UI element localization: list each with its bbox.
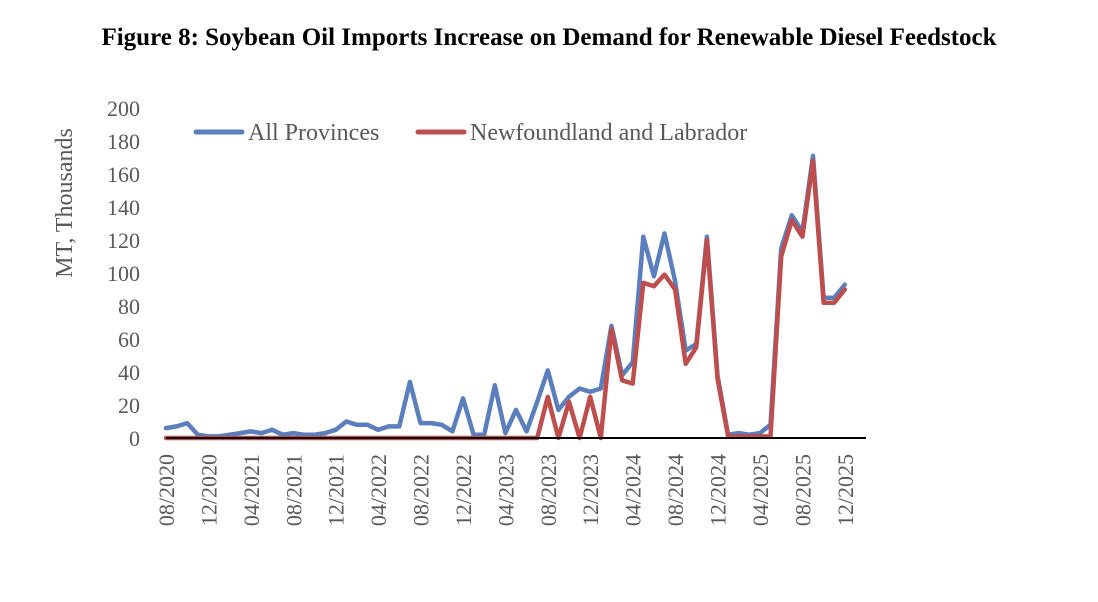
- legend-label-2: Newfoundland and Labrador: [470, 120, 747, 146]
- y-tick-label: 20: [118, 393, 140, 418]
- x-tick-label: 08/2025: [790, 454, 815, 526]
- x-tick-label: 04/2025: [748, 454, 773, 526]
- x-axis-ticks: 08/2020 12/2020 04/2021 08/2021 12/2021 04/20…: [154, 454, 858, 526]
- y-tick-label: 0: [129, 426, 140, 451]
- x-tick-label: 08/2024: [663, 454, 688, 526]
- x-tick-label: 04/2022: [366, 454, 391, 526]
- series-line-2: [163, 158, 848, 441]
- y-tick-label: 140: [107, 195, 140, 220]
- y-tick-label: 200: [107, 96, 140, 121]
- x-tick-label: 12/2022: [451, 454, 476, 526]
- x-tick-label: 04/2021: [239, 454, 264, 526]
- x-tick-label: 12/2021: [324, 454, 349, 526]
- x-tick-label: 12/2023: [578, 454, 603, 526]
- y-tick-label: 80: [118, 294, 140, 319]
- y-axis-ticks: 0 20 40 60 80 100 120 140 160 180 200: [107, 96, 140, 451]
- x-tick-label: 12/2025: [833, 454, 858, 526]
- y-axis-title: MT, Thousands: [52, 128, 78, 278]
- x-tick-label: 08/2023: [536, 454, 561, 526]
- legend-label-1: All Provinces: [248, 120, 379, 146]
- y-tick-label: 40: [118, 360, 140, 385]
- y-tick-label: 120: [107, 228, 140, 253]
- y-tick-label: 180: [107, 129, 140, 154]
- x-tick-label: 08/2020: [154, 454, 179, 526]
- y-tick-label: 60: [118, 327, 140, 352]
- x-tick-label: 04/2023: [493, 454, 518, 526]
- x-tick-label: 04/2024: [621, 454, 646, 526]
- y-tick-label: 100: [107, 261, 140, 286]
- series-lines: [163, 153, 848, 441]
- series-line-1: [163, 153, 848, 439]
- figure-title: Figure 8: Soybean Oil Imports Increase o…: [101, 24, 997, 51]
- legend: All Provinces Newfoundland and Labrador: [193, 120, 747, 146]
- y-tick-label: 160: [107, 162, 140, 187]
- x-tick-label: 08/2021: [281, 454, 306, 526]
- x-tick-label: 12/2024: [706, 454, 731, 526]
- x-tick-label: 12/2020: [196, 454, 221, 526]
- x-tick-label: 08/2022: [409, 454, 434, 526]
